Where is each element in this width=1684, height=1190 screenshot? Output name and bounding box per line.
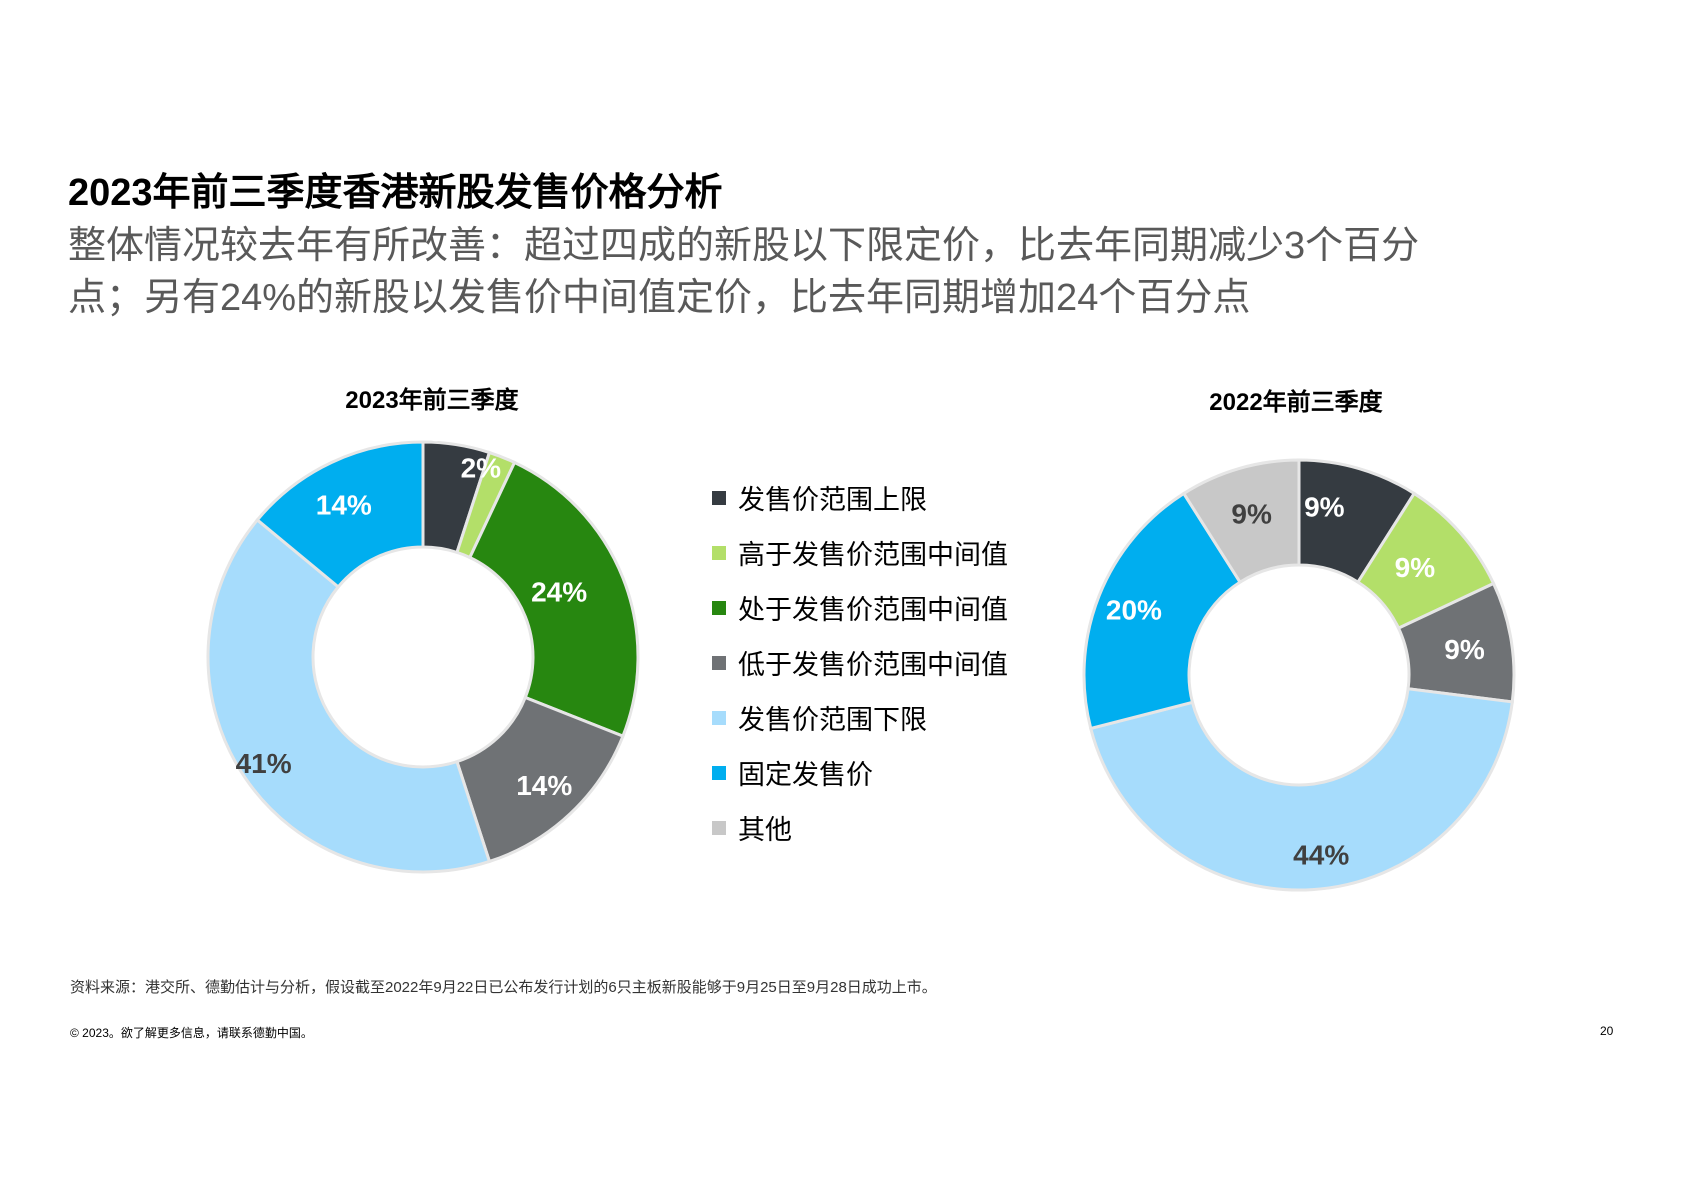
donut-slice-lower_limit [1088,687,1514,892]
legend-swatch [712,655,726,670]
legend-item-at-mid: 处于发售价范围中间值 [712,580,1052,635]
page-title: 2023年前三季度香港新股发售价格分析 [68,172,723,214]
legend-item-above-mid: 高于发售价范围中间值 [712,525,1052,580]
legend-swatch [712,820,726,835]
chart-title-2023: 2023年前三季度 [345,387,519,414]
donut-slice-label: 9% [1444,634,1485,665]
legend-swatch [712,600,726,615]
legend-item-upper-limit: 发售价范围上限 [712,470,1052,525]
legend-label: 低于发售价范围中间值 [738,650,1008,680]
donut-slice-other [1181,458,1301,585]
donut-slice-label: 44% [1293,840,1349,871]
donut-slice-lower_limit [206,517,492,874]
footer-copyright: © 2023。欲了解更多信息，请联系德勤中国。 [70,1026,313,1040]
legend-item-below-mid: 低于发售价范围中间值 [712,635,1052,690]
chart-title-2022: 2022年前三季度 [1209,389,1383,416]
subtitle-line-2: 点；另有24%的新股以发售价中间值定价，比去年同期增加24个百分点 [68,277,1251,319]
donut-slice-fixed [255,440,425,589]
legend-label: 其他 [738,815,792,845]
legend-item-fixed: 固定发售价 [712,745,1052,800]
chart-legend: 发售价范围上限 高于发售价范围中间值 处于发售价范围中间值 低于发售价范围中间值… [712,470,1052,855]
legend-label: 处于发售价范围中间值 [738,595,1008,625]
legend-label: 高于发售价范围中间值 [738,540,1008,570]
legend-swatch [712,710,726,725]
donut-slice-label: 24% [531,577,587,608]
page-number: 20 [1600,1024,1614,1038]
donut-slice-at_mid [467,460,640,739]
legend-swatch [712,490,726,505]
legend-item-lower-limit: 发售价范围下限 [712,690,1052,745]
donut-slice-label: 5% [428,416,469,447]
legend-swatch [712,765,726,780]
page-subtitle: 整体情况较去年有所改善：超过四成的新股以下限定价，比去年同期减少3个百分 点；另… [68,220,1628,324]
donut-slice-label: 9% [1395,552,1436,583]
donut-slice-label: 14% [516,770,572,801]
donut-slice-label: 9% [1231,498,1272,529]
donut-slice-label: 9% [1304,491,1345,522]
donut-slice-label: 14% [316,489,372,520]
donut-slice-fixed [1082,491,1243,731]
legend-swatch [712,545,726,560]
donut-slice-label: 2% [461,452,502,483]
donut-slice-label: 20% [1106,595,1162,626]
source-note: 资料来源：港交所、德勤估计与分析，假设截至2022年9月22日已公布发行计划的6… [70,979,937,996]
legend-label: 发售价范围下限 [738,705,927,735]
legend-label: 固定发售价 [738,760,873,790]
subtitle-line-1: 整体情况较去年有所改善：超过四成的新股以下限定价，比去年同期减少3个百分 [68,225,1420,267]
donut-slice-label: 41% [236,748,292,779]
legend-item-other: 其他 [712,800,1052,855]
legend-label: 发售价范围上限 [738,485,927,515]
